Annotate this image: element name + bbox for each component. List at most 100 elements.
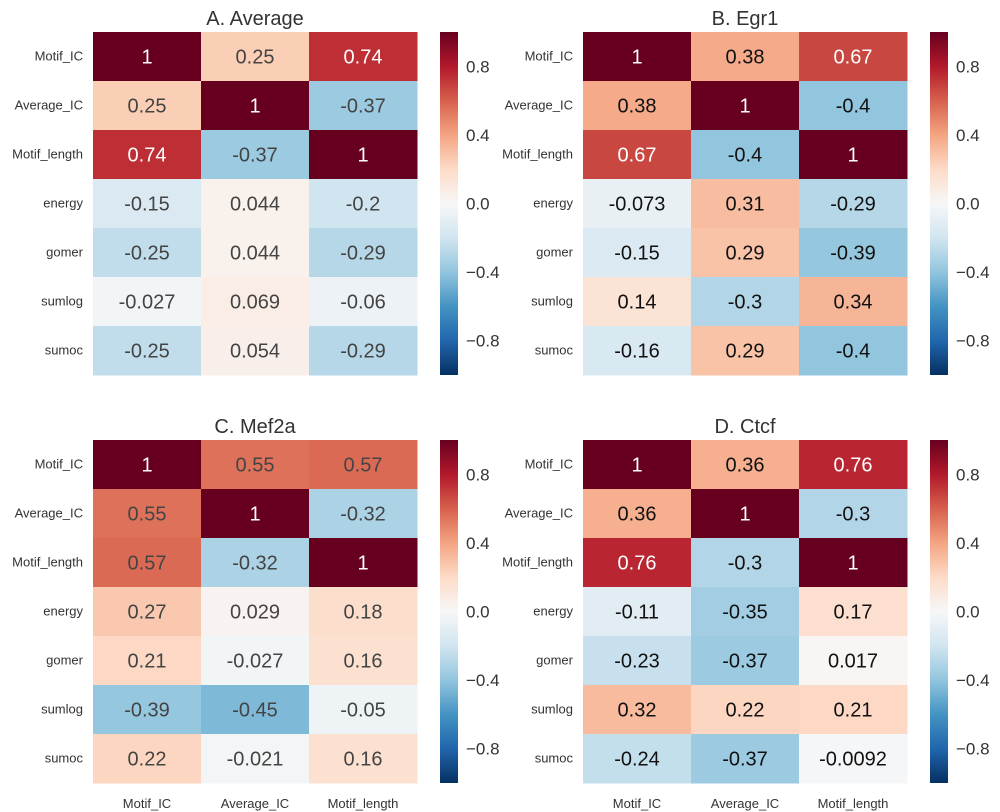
- cell-value-label: 1: [141, 47, 152, 69]
- cell-value-label: -0.32: [340, 504, 386, 526]
- row-label: Motif_length: [12, 555, 83, 570]
- row-label: Motif_length: [502, 555, 573, 570]
- column-label: Average_IC: [711, 796, 779, 811]
- heatmap-cell: [583, 636, 692, 686]
- cell-value-label: 0.36: [726, 455, 765, 477]
- heatmap-cell: [583, 587, 692, 637]
- cell-value-label: 0.57: [128, 553, 167, 575]
- cell-value-label: 0.34: [834, 292, 873, 314]
- heatmap-cell: [201, 277, 310, 327]
- heatmap-cell: [691, 538, 800, 588]
- heatmap-cell: [93, 636, 202, 686]
- cell-value-label: -0.35: [722, 602, 768, 624]
- cell-value-label: 0.054: [230, 341, 280, 363]
- heatmap-cell: [583, 130, 692, 180]
- colorbar-tick-label: 0.0: [466, 195, 490, 214]
- cell-value-label: -0.37: [232, 145, 278, 167]
- heatmap-cell: [583, 440, 692, 490]
- heatmap-cell: [93, 587, 202, 637]
- heatmap-cell: [691, 587, 800, 637]
- cell-value-label: -0.29: [340, 341, 386, 363]
- cell-value-label: -0.4: [836, 96, 870, 118]
- cell-value-label: 1: [631, 47, 642, 69]
- heatmap-cell: [309, 440, 418, 490]
- cell-value-label: 0.14: [618, 292, 657, 314]
- cell-value-label: 0.21: [834, 700, 873, 722]
- cell-value-label: 0.29: [726, 243, 765, 265]
- heatmap-cell: [799, 228, 908, 278]
- cell-value-label: 1: [249, 504, 260, 526]
- heatmap-cell: [93, 685, 202, 735]
- cell-value-label: -0.4: [728, 145, 762, 167]
- colorbar-tick-label: 0.4: [466, 126, 490, 145]
- column-label: Motif_length: [328, 796, 399, 811]
- colorbar: [930, 440, 948, 783]
- cell-value-label: -0.073: [609, 194, 666, 216]
- heatmap-cell: [93, 277, 202, 327]
- cell-value-label: 0.57: [344, 455, 383, 477]
- heatmap-cell: [799, 32, 908, 82]
- colorbar-tick-label: −0.4: [466, 671, 500, 690]
- heatmap-cell: [691, 130, 800, 180]
- heatmap-cell: [691, 685, 800, 735]
- colorbar-tick-label: −0.4: [956, 671, 990, 690]
- heatmap-cell: [799, 636, 908, 686]
- cell-value-label: -0.23: [614, 651, 660, 673]
- heatmap-cell: [799, 179, 908, 229]
- heatmap-cell: [799, 685, 908, 735]
- colorbar-tick-label: 0.0: [466, 603, 490, 622]
- colorbar-tick-label: 0.8: [956, 57, 980, 76]
- heatmap-cell: [201, 587, 310, 637]
- heatmap-cell: [309, 538, 418, 588]
- cell-value-label: -0.11: [615, 602, 659, 624]
- cell-value-label: 0.36: [618, 504, 657, 526]
- heatmap-cell: [799, 440, 908, 490]
- cell-value-label: -0.16: [614, 341, 660, 363]
- colorbar-tick-label: 0.4: [956, 126, 980, 145]
- heatmap-cell: [201, 130, 310, 180]
- heatmap-cell: [201, 32, 310, 82]
- heatmap-panel-d: D. Ctcf 1 0.36 0.76 0.36 1 -0.3 0.76 -0.3 1 -0.11 -…: [502, 416, 989, 811]
- colorbar: [440, 440, 458, 783]
- heatmap-cell: [691, 32, 800, 82]
- cell-value-label: -0.29: [340, 243, 386, 265]
- row-label: Average_IC: [505, 98, 573, 113]
- row-label: sumlog: [531, 294, 573, 309]
- cell-value-label: -0.3: [836, 504, 870, 526]
- cell-value-label: 0.38: [726, 47, 765, 69]
- heatmap-cell: [583, 734, 692, 784]
- heatmap-cell: [799, 587, 908, 637]
- column-label: Motif_length: [818, 796, 889, 811]
- heatmap-cell: [583, 489, 692, 539]
- heatmap-cell: [691, 489, 800, 539]
- cell-value-label: 0.27: [128, 602, 167, 624]
- colorbar-tick-label: 0.0: [956, 195, 980, 214]
- heatmap-cell: [309, 179, 418, 229]
- colorbar-tick-label: 0.0: [956, 603, 980, 622]
- colorbar-tick-label: −0.8: [466, 332, 500, 351]
- heatmap-cell: [309, 489, 418, 539]
- colorbar-tick-label: 0.8: [466, 57, 490, 76]
- row-label: Average_IC: [505, 506, 573, 521]
- panel-title: D. Ctcf: [714, 416, 776, 438]
- column-label: Average_IC: [221, 796, 289, 811]
- heatmap-cell: [93, 326, 202, 376]
- heatmap-cell: [691, 228, 800, 278]
- heatmap-cell: [201, 538, 310, 588]
- cell-value-label: -0.15: [124, 194, 170, 216]
- heatmap-cell: [583, 685, 692, 735]
- cell-value-label: 1: [141, 455, 152, 477]
- cell-value-label: 0.25: [236, 47, 275, 69]
- row-label: gomer: [536, 653, 574, 668]
- heatmap-cell: [691, 440, 800, 490]
- cell-value-label: 0.044: [230, 243, 280, 265]
- cell-value-label: -0.2: [346, 194, 380, 216]
- heatmap-cell: [93, 130, 202, 180]
- cell-value-label: 0.18: [344, 602, 383, 624]
- cell-value-label: -0.05: [340, 700, 386, 722]
- heatmap-cell: [799, 734, 908, 784]
- heatmap-cell: [691, 326, 800, 376]
- heatmap-cell: [583, 81, 692, 131]
- panel-title: C. Mef2a: [214, 416, 296, 438]
